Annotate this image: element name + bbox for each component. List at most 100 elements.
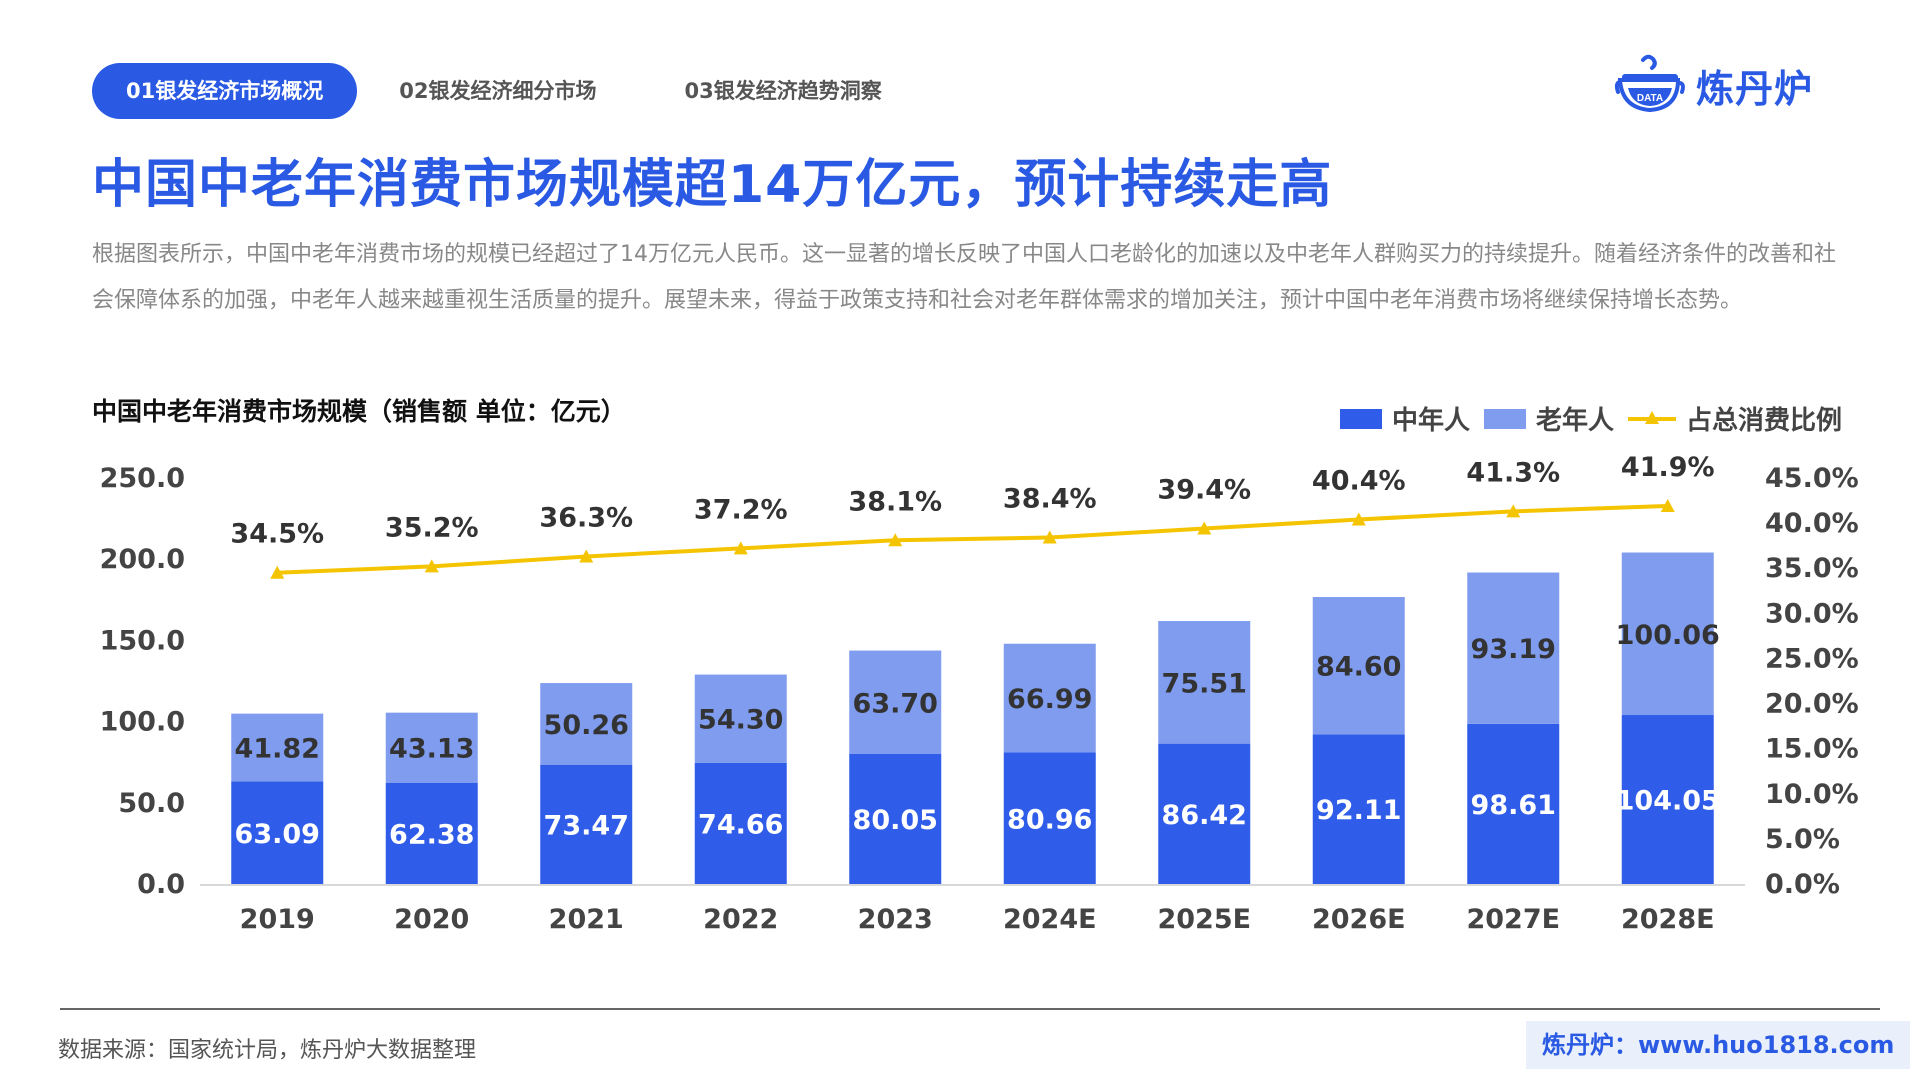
bar-label-middle-aged: 62.38 (389, 819, 474, 850)
bar-middle-aged (849, 753, 942, 884)
tab-market-overview[interactable]: 01银发经济市场概况 (92, 63, 358, 119)
ratio-point-marker (424, 559, 439, 573)
bar-middle-aged (1003, 752, 1096, 884)
site-link[interactable]: 炼丹炉：www.huo1818.com (1526, 1021, 1911, 1069)
y-left-tick-label: 150.0 (100, 625, 185, 656)
y-left-tick-label: 100.0 (100, 707, 185, 738)
y-right-tick-label: 20.0% (1765, 689, 1859, 720)
x-tick-label: 2020 (394, 904, 469, 935)
bar-label-elderly: 66.99 (1007, 684, 1092, 715)
brand-logo: DATA 炼丹炉 (1610, 50, 1813, 120)
bar-label-middle-aged: 73.47 (544, 810, 629, 841)
x-tick-label: 2028E (1621, 904, 1715, 935)
y-right-tick-label: 40.0% (1765, 508, 1859, 539)
bar-label-middle-aged: 74.66 (698, 809, 783, 840)
bar-label-middle-aged: 98.61 (1471, 790, 1556, 821)
ratio-data-label: 37.2% (694, 494, 788, 525)
legend-label-middle-aged: 中年人 (1392, 406, 1471, 436)
stacked-bar-line-chart: 0.0 50.0 100.0 150.0 200.0 250.0 0.0% 5.0% 10.0%… (100, 452, 1859, 935)
y-right-tick-label: 15.0% (1765, 734, 1859, 765)
x-tick-label: 2019 (240, 904, 315, 935)
legend-line-marker-icon (1628, 409, 1677, 429)
ratio-point-marker (1197, 521, 1212, 535)
bar-label-elderly: 84.60 (1316, 652, 1401, 683)
bar-elderly (1467, 572, 1560, 724)
ratio-point-marker (733, 541, 748, 555)
ratio-data-label: 36.3% (539, 502, 633, 533)
ratio-data-label: 41.9% (1621, 452, 1715, 483)
ratio-data-label: 35.2% (385, 512, 479, 543)
bar-elderly (1621, 552, 1714, 716)
bar-middle-aged (694, 762, 787, 884)
y-left-tick-label: 200.0 (100, 544, 185, 575)
legend-swatch-elderly (1484, 408, 1527, 429)
legend-item-elderly: 老年人 (1484, 400, 1614, 437)
logo-badge-text: DATA (1637, 93, 1663, 104)
legend-item-middle-aged: 中年人 (1340, 400, 1470, 437)
bar-label-elderly: 93.19 (1471, 634, 1556, 665)
bar-label-elderly: 41.82 (235, 734, 320, 765)
ratio-data-label: 41.3% (1466, 457, 1560, 488)
y-right-tick-label: 10.0% (1765, 779, 1859, 810)
section-nav: 01银发经济市场概况 02银发经济细分市场 03银发经济趋势洞察 (92, 63, 882, 119)
ratio-point-marker (579, 549, 594, 563)
y-right-tick-label: 35.0% (1765, 553, 1859, 584)
tab-trend-insight[interactable]: 03银发经济趋势洞察 (684, 79, 882, 103)
tab-segment-market[interactable]: 02银发经济细分市场 (399, 79, 597, 103)
ratio-data-label: 39.4% (1157, 475, 1251, 506)
bar-elderly (1312, 597, 1405, 735)
bar-middle-aged (1621, 715, 1714, 884)
ratio-data-label: 34.5% (230, 519, 324, 550)
bar-elderly (540, 683, 633, 765)
bar-label-elderly: 50.26 (544, 710, 629, 741)
bar-label-middle-aged: 86.42 (1162, 800, 1247, 831)
x-tick-label: 2022 (703, 904, 778, 935)
y-left-tick-label: 250.0 (100, 463, 185, 494)
bar-label-middle-aged: 104.05 (1616, 786, 1720, 817)
x-tick-label: 2025E (1157, 904, 1251, 935)
ratio-point-marker (888, 533, 903, 547)
bar-label-middle-aged: 92.11 (1316, 795, 1401, 826)
x-tick-label: 2021 (549, 904, 624, 935)
ratio-point-marker (1506, 504, 1521, 518)
y-right-tick-label: 25.0% (1765, 643, 1859, 674)
ratio-point-marker (1042, 530, 1057, 544)
bar-label-elderly: 75.51 (1162, 668, 1247, 699)
ratio-data-label: 40.4% (1312, 466, 1406, 497)
bar-label-middle-aged: 80.05 (853, 805, 938, 836)
pot-logo-icon: DATA (1614, 54, 1685, 113)
bar-label-middle-aged: 63.09 (235, 819, 320, 850)
x-tick-label: 2027E (1466, 904, 1560, 935)
legend-item-ratio: 占总消费比例 (1628, 400, 1842, 437)
x-tick-label: 2023 (858, 904, 933, 935)
ratio-point-marker (270, 565, 285, 579)
bar-middle-aged (540, 764, 633, 884)
brand-name: 炼丹炉 (1696, 66, 1814, 111)
bar-label-middle-aged: 80.96 (1007, 804, 1092, 835)
ratio-point-marker (1660, 498, 1675, 512)
x-tick-label: 2026E (1312, 904, 1406, 935)
data-source: 数据来源：国家统计局，炼丹炉大数据整理 (58, 1038, 477, 1063)
ratio-data-label: 38.4% (1003, 484, 1097, 515)
bar-middle-aged (1467, 723, 1560, 884)
bar-elderly (1003, 643, 1096, 753)
y-left-tick-label: 0.0 (137, 869, 185, 900)
ratio-point-marker (1351, 512, 1366, 526)
footer-divider (60, 1008, 1880, 1010)
legend-label-ratio: 占总消费比例 (1686, 406, 1843, 436)
x-tick-label: 2024E (1003, 904, 1097, 935)
bar-label-elderly: 100.06 (1616, 620, 1720, 651)
bar-label-elderly: 63.70 (853, 688, 938, 719)
bar-middle-aged (1312, 734, 1405, 884)
bar-label-elderly: 43.13 (389, 734, 474, 765)
page-title: 中国中老年消费市场规模超14万亿元，预计持续走高 (92, 155, 1333, 215)
legend-label-elderly: 老年人 (1536, 406, 1615, 436)
chart-title: 中国中老年消费市场规模（销售额 单位：亿元） (92, 397, 626, 426)
bar-middle-aged (1158, 743, 1251, 884)
bar-label-elderly: 54.30 (698, 705, 783, 736)
chart-legend: 中年人 老年人 占总消费比例 (1340, 400, 1856, 437)
y-left-tick-label: 50.0 (118, 788, 185, 819)
y-right-tick-label: 0.0% (1765, 869, 1840, 900)
page-description: 根据图表所示，中国中老年消费市场的规模已经超过了14万亿元人民币。这一显著的增长… (92, 242, 1837, 313)
legend-swatch-middle-aged (1340, 408, 1382, 429)
